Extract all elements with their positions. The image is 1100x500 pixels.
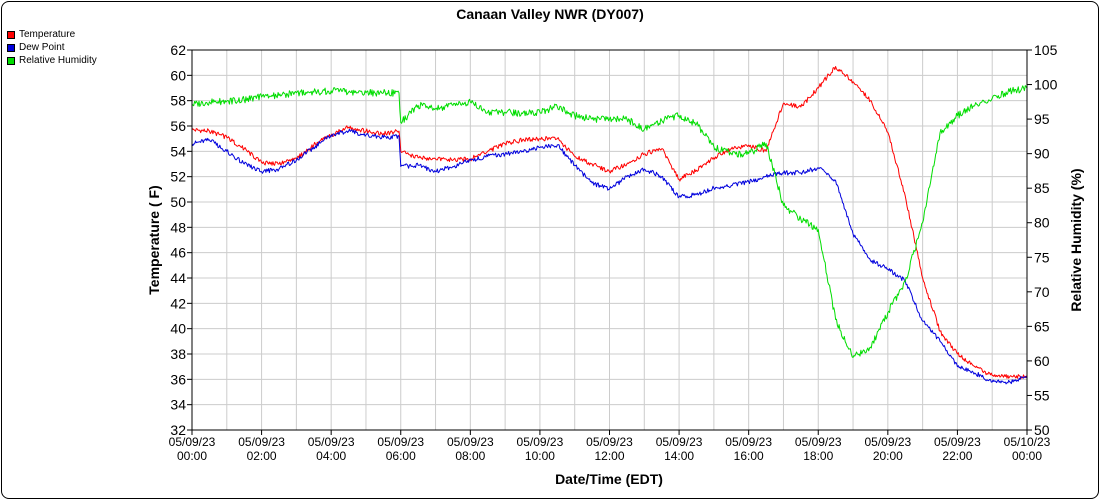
series-line-relative-humidity [191, 85, 1028, 358]
chart-title: Canaan Valley NWR (DY007) [456, 6, 644, 22]
legend-label-dew-point: Dew Point [19, 42, 65, 53]
x-tick-label-date: 05/09/23 [725, 435, 772, 449]
x-tick-label-date: 05/10/23 [1004, 435, 1051, 449]
series-line-dew-point [191, 128, 1028, 385]
y-tick-label: 48 [170, 219, 186, 235]
legend-item-temperature: Temperature [7, 28, 97, 41]
y-tick-label: 56 [170, 118, 186, 134]
legend-item-relative-humidity: Relative Humidity [7, 54, 97, 67]
x-tick-label-time: 16:00 [734, 449, 764, 463]
x-tick-label-time: 00:00 [177, 449, 207, 463]
legend-swatch-temperature [7, 30, 15, 39]
y-tick-label: 32 [170, 422, 186, 438]
y-tick-label: 58 [170, 93, 186, 109]
x-tick-label-date: 05/09/23 [377, 435, 424, 449]
x-axis-label: Date/Time (EDT) [555, 471, 663, 487]
legend-label-relative-humidity: Relative Humidity [19, 55, 97, 66]
y2-tick-label: 75 [1034, 249, 1050, 265]
y-tick-label: 40 [170, 321, 186, 337]
x-tick-label-time: 06:00 [386, 449, 416, 463]
x-tick-label-date: 05/09/23 [308, 435, 355, 449]
y2-tick-label: 60 [1034, 353, 1050, 369]
y-tick-label: 54 [170, 143, 186, 159]
x-tick-label-date: 05/09/23 [238, 435, 285, 449]
y2-tick-label: 80 [1034, 215, 1050, 231]
legend-swatch-dew-point [7, 43, 15, 52]
y-tick-label: 52 [170, 169, 186, 185]
y-tick-label: 46 [170, 245, 186, 261]
y-tick-label: 60 [170, 67, 186, 83]
x-tick-label-time: 10:00 [525, 449, 555, 463]
y-tick-label: 36 [170, 371, 186, 387]
x-tick-label-time: 20:00 [873, 449, 903, 463]
grid [192, 49, 1027, 431]
x-tick-label-time: 00:00 [1012, 449, 1042, 463]
y2-axis-label: Relative Humidity (%) [1068, 168, 1084, 311]
y2-tick-label: 65 [1034, 318, 1050, 334]
x-tick-label-time: 12:00 [594, 449, 624, 463]
x-tick-label-time: 08:00 [455, 449, 485, 463]
series-lines [191, 66, 1028, 385]
axes: 32 34 36 38 40 42 44 46 48 50 52 54 56 58 60 62 50 55 60 65… [169, 42, 1058, 463]
x-tick-label-date: 05/09/23 [864, 435, 911, 449]
x-tick-label-date: 05/09/23 [169, 435, 216, 449]
y-tick-label: 34 [170, 397, 186, 413]
legend-label-temperature: Temperature [19, 29, 76, 40]
x-tick-label-time: 02:00 [247, 449, 277, 463]
x-tick-label-date: 05/09/23 [447, 435, 494, 449]
x-tick-label-date: 05/09/23 [795, 435, 842, 449]
x-tick-label-time: 14:00 [664, 449, 694, 463]
legend-swatch-relative-humidity [7, 56, 15, 65]
y2-tick-label: 50 [1034, 422, 1050, 438]
y2-tick-label: 90 [1034, 146, 1050, 162]
y-tick-label: 38 [170, 346, 186, 362]
y-tick-label: 42 [170, 295, 186, 311]
x-tick-label-date: 05/09/23 [586, 435, 633, 449]
y-axis-label: Temperature ( F) [146, 185, 162, 294]
y2-tick-label: 55 [1034, 387, 1050, 403]
x-tick-label-time: 04:00 [316, 449, 346, 463]
x-tick-label-date: 05/09/23 [517, 435, 564, 449]
legend-item-dew-point: Dew Point [7, 41, 97, 54]
x-tick-label-date: 05/09/23 [934, 435, 981, 449]
y-tick-label: 62 [170, 42, 186, 58]
y2-tick-label: 105 [1034, 42, 1058, 58]
legend: Temperature Dew Point Relative Humidity [7, 28, 97, 67]
y2-tick-label: 70 [1034, 284, 1050, 300]
x-tick-label-time: 22:00 [942, 449, 972, 463]
y-tick-label: 50 [170, 194, 186, 210]
y-tick-label: 44 [170, 270, 186, 286]
y2-tick-label: 95 [1034, 111, 1050, 127]
x-tick-label-time: 18:00 [803, 449, 833, 463]
y2-tick-label: 85 [1034, 180, 1050, 196]
x-tick-label-date: 05/09/23 [656, 435, 703, 449]
y2-tick-label: 100 [1034, 77, 1058, 93]
